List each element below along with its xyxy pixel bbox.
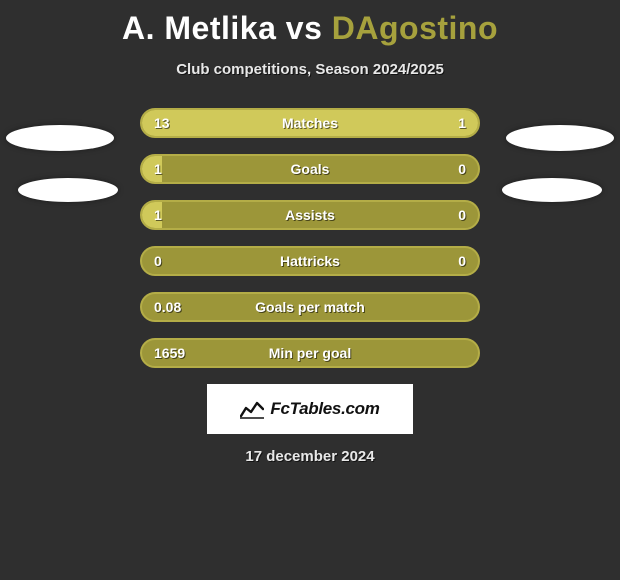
subtitle: Club competitions, Season 2024/2025 xyxy=(0,61,620,78)
decor-ellipse xyxy=(6,125,114,151)
stat-row: 1Assists0 xyxy=(140,200,480,230)
page-title: A. Metlika vs DAgostino xyxy=(0,0,620,47)
date-stamp: 17 december 2024 xyxy=(0,448,620,465)
title-vs: vs xyxy=(286,10,323,46)
stat-row: 1Goals0 xyxy=(140,154,480,184)
brand-logo-icon xyxy=(240,399,264,419)
stat-label: Hattricks xyxy=(142,248,478,274)
brand-badge: FcTables.com xyxy=(207,384,413,434)
decor-ellipse xyxy=(502,178,602,202)
stat-label: Goals per match xyxy=(142,294,478,320)
stat-right-value: 0 xyxy=(458,156,466,182)
stat-label: Assists xyxy=(142,202,478,228)
stat-row: 13Matches1 xyxy=(140,108,480,138)
player2-name: DAgostino xyxy=(332,10,498,46)
comparison-card: A. Metlika vs DAgostino Club competition… xyxy=(0,0,620,465)
player1-name: A. Metlika xyxy=(122,10,276,46)
stat-label: Goals xyxy=(142,156,478,182)
stat-label: Min per goal xyxy=(142,340,478,366)
stat-label: Matches xyxy=(142,110,478,136)
stat-row: 0Hattricks0 xyxy=(140,246,480,276)
decor-ellipse xyxy=(506,125,614,151)
decor-ellipse xyxy=(18,178,118,202)
stat-bars: 13Matches11Goals01Assists00Hattricks00.0… xyxy=(140,108,480,368)
stat-right-value: 0 xyxy=(458,202,466,228)
stat-right-value: 0 xyxy=(458,248,466,274)
stat-right-value: 1 xyxy=(458,110,466,136)
stat-row: 1659Min per goal xyxy=(140,338,480,368)
stat-row: 0.08Goals per match xyxy=(140,292,480,322)
brand-text: FcTables.com xyxy=(270,399,379,419)
